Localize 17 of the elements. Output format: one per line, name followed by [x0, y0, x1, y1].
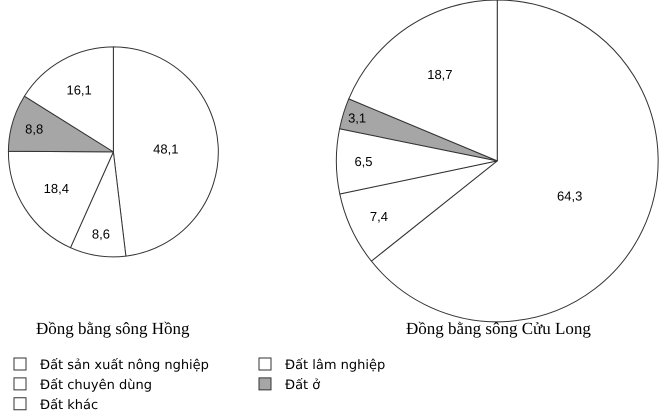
data-label: 8,8 [25, 121, 44, 136]
data-label: 18,7 [427, 67, 453, 82]
legend-label: Đất sản xuất nông nghiệp [40, 358, 209, 374]
legend-label: Đất khác [40, 398, 98, 413]
legend-label: Đất chuyên dùng [40, 378, 152, 393]
data-label: 8,6 [92, 226, 110, 242]
data-label: 16,1 [66, 82, 92, 98]
legend-label: Đất lâm nghiệp [285, 358, 386, 374]
data-label: 48,1 [153, 141, 178, 156]
legend-label: Đất ở [285, 378, 320, 393]
slice-label: Đồng bằng sông Cửu Long [406, 319, 592, 338]
data-label: 7,4 [370, 209, 388, 224]
data-label: 18,4 [44, 181, 69, 196]
data-label: 64,3 [557, 188, 582, 204]
data-label: 6,5 [354, 154, 373, 169]
slice-label: Đồng bằng sông Hồng [36, 319, 190, 338]
data-label: 3,1 [348, 110, 366, 126]
